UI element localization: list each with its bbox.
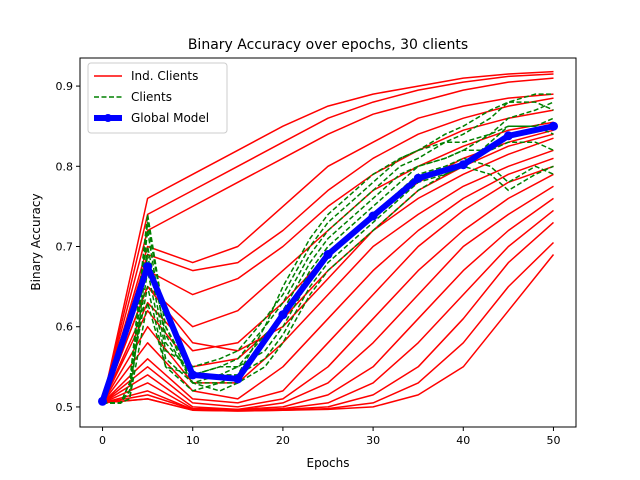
global-model-point-20 bbox=[278, 310, 288, 320]
legend-label-clients: Clients bbox=[131, 90, 172, 104]
client-line-5 bbox=[102, 165, 554, 404]
ind-client-line-10 bbox=[101, 149, 554, 404]
ind-client-line-2 bbox=[101, 73, 554, 404]
global-model-point-50 bbox=[549, 121, 558, 131]
y-tick-label-2: 0.7 bbox=[56, 241, 74, 254]
x-tick-label-40: 40 bbox=[456, 434, 470, 447]
ind-client-line-15 bbox=[102, 197, 554, 411]
y-tick-label-3: 0.8 bbox=[56, 160, 74, 173]
client-line-8 bbox=[102, 117, 554, 404]
plot-lines bbox=[98, 70, 558, 412]
x-axis-label: Epochs bbox=[307, 456, 350, 470]
ind-client-line-12 bbox=[101, 165, 554, 404]
ind-client-line-1 bbox=[101, 70, 554, 404]
x-tick-label-10: 10 bbox=[186, 434, 200, 447]
y-tick-label-4: 0.9 bbox=[56, 80, 74, 93]
legend-label-global-model: Global Model bbox=[131, 111, 209, 125]
global-model-point-30 bbox=[368, 211, 378, 221]
plot-area-frame bbox=[79, 57, 577, 428]
ind-client-line-17 bbox=[102, 221, 554, 411]
ind-client-line-11 bbox=[101, 157, 554, 404]
ind-client-line-20 bbox=[101, 133, 554, 404]
ind-client-line-13 bbox=[102, 173, 554, 408]
legend-box bbox=[87, 62, 228, 134]
y-axis: 0.5 0.6 0.7 0.8 0.9 bbox=[56, 80, 80, 414]
client-line-6 bbox=[102, 141, 554, 404]
global-model-point-45 bbox=[503, 131, 513, 141]
global-model-point-25 bbox=[323, 250, 333, 259]
ind-client-line-16 bbox=[102, 209, 554, 411]
ind-client-line-6 bbox=[101, 109, 554, 404]
ind-client-line-5 bbox=[101, 97, 554, 404]
global-model-point-35 bbox=[413, 173, 423, 183]
ind-client-line-14 bbox=[102, 185, 554, 411]
x-tick-label-50: 50 bbox=[546, 434, 560, 447]
chart-title: Binary Accuracy over epochs, 30 clients bbox=[188, 37, 468, 53]
x-tick-label-30: 30 bbox=[366, 434, 380, 447]
global-model-point-10 bbox=[188, 370, 198, 380]
legend: Ind. Clients Clients Global Model bbox=[87, 62, 228, 134]
client-line-3 bbox=[102, 101, 554, 404]
y-tick-label-0: 0.5 bbox=[56, 401, 74, 414]
ind-client-line-3 bbox=[101, 77, 554, 404]
x-tick-label-0: 0 bbox=[99, 434, 106, 447]
x-tick-label-20: 20 bbox=[276, 434, 290, 447]
global-model-point-40 bbox=[458, 160, 468, 170]
global-model-point-5 bbox=[143, 262, 153, 272]
y-tick-label-1: 0.6 bbox=[56, 321, 74, 334]
ind-client-line-4 bbox=[101, 93, 554, 404]
global-model-point-15 bbox=[233, 374, 243, 384]
y-axis-label: Binary Accuracy bbox=[29, 193, 43, 290]
ind-client-line-19 bbox=[102, 254, 555, 412]
x-axis: 0 10 20 30 40 50 bbox=[99, 427, 560, 447]
global-model-point-0 bbox=[98, 396, 107, 406]
legend-marker-global-model bbox=[104, 114, 112, 122]
legend-label-ind-clients: Ind. Clients bbox=[131, 69, 198, 83]
